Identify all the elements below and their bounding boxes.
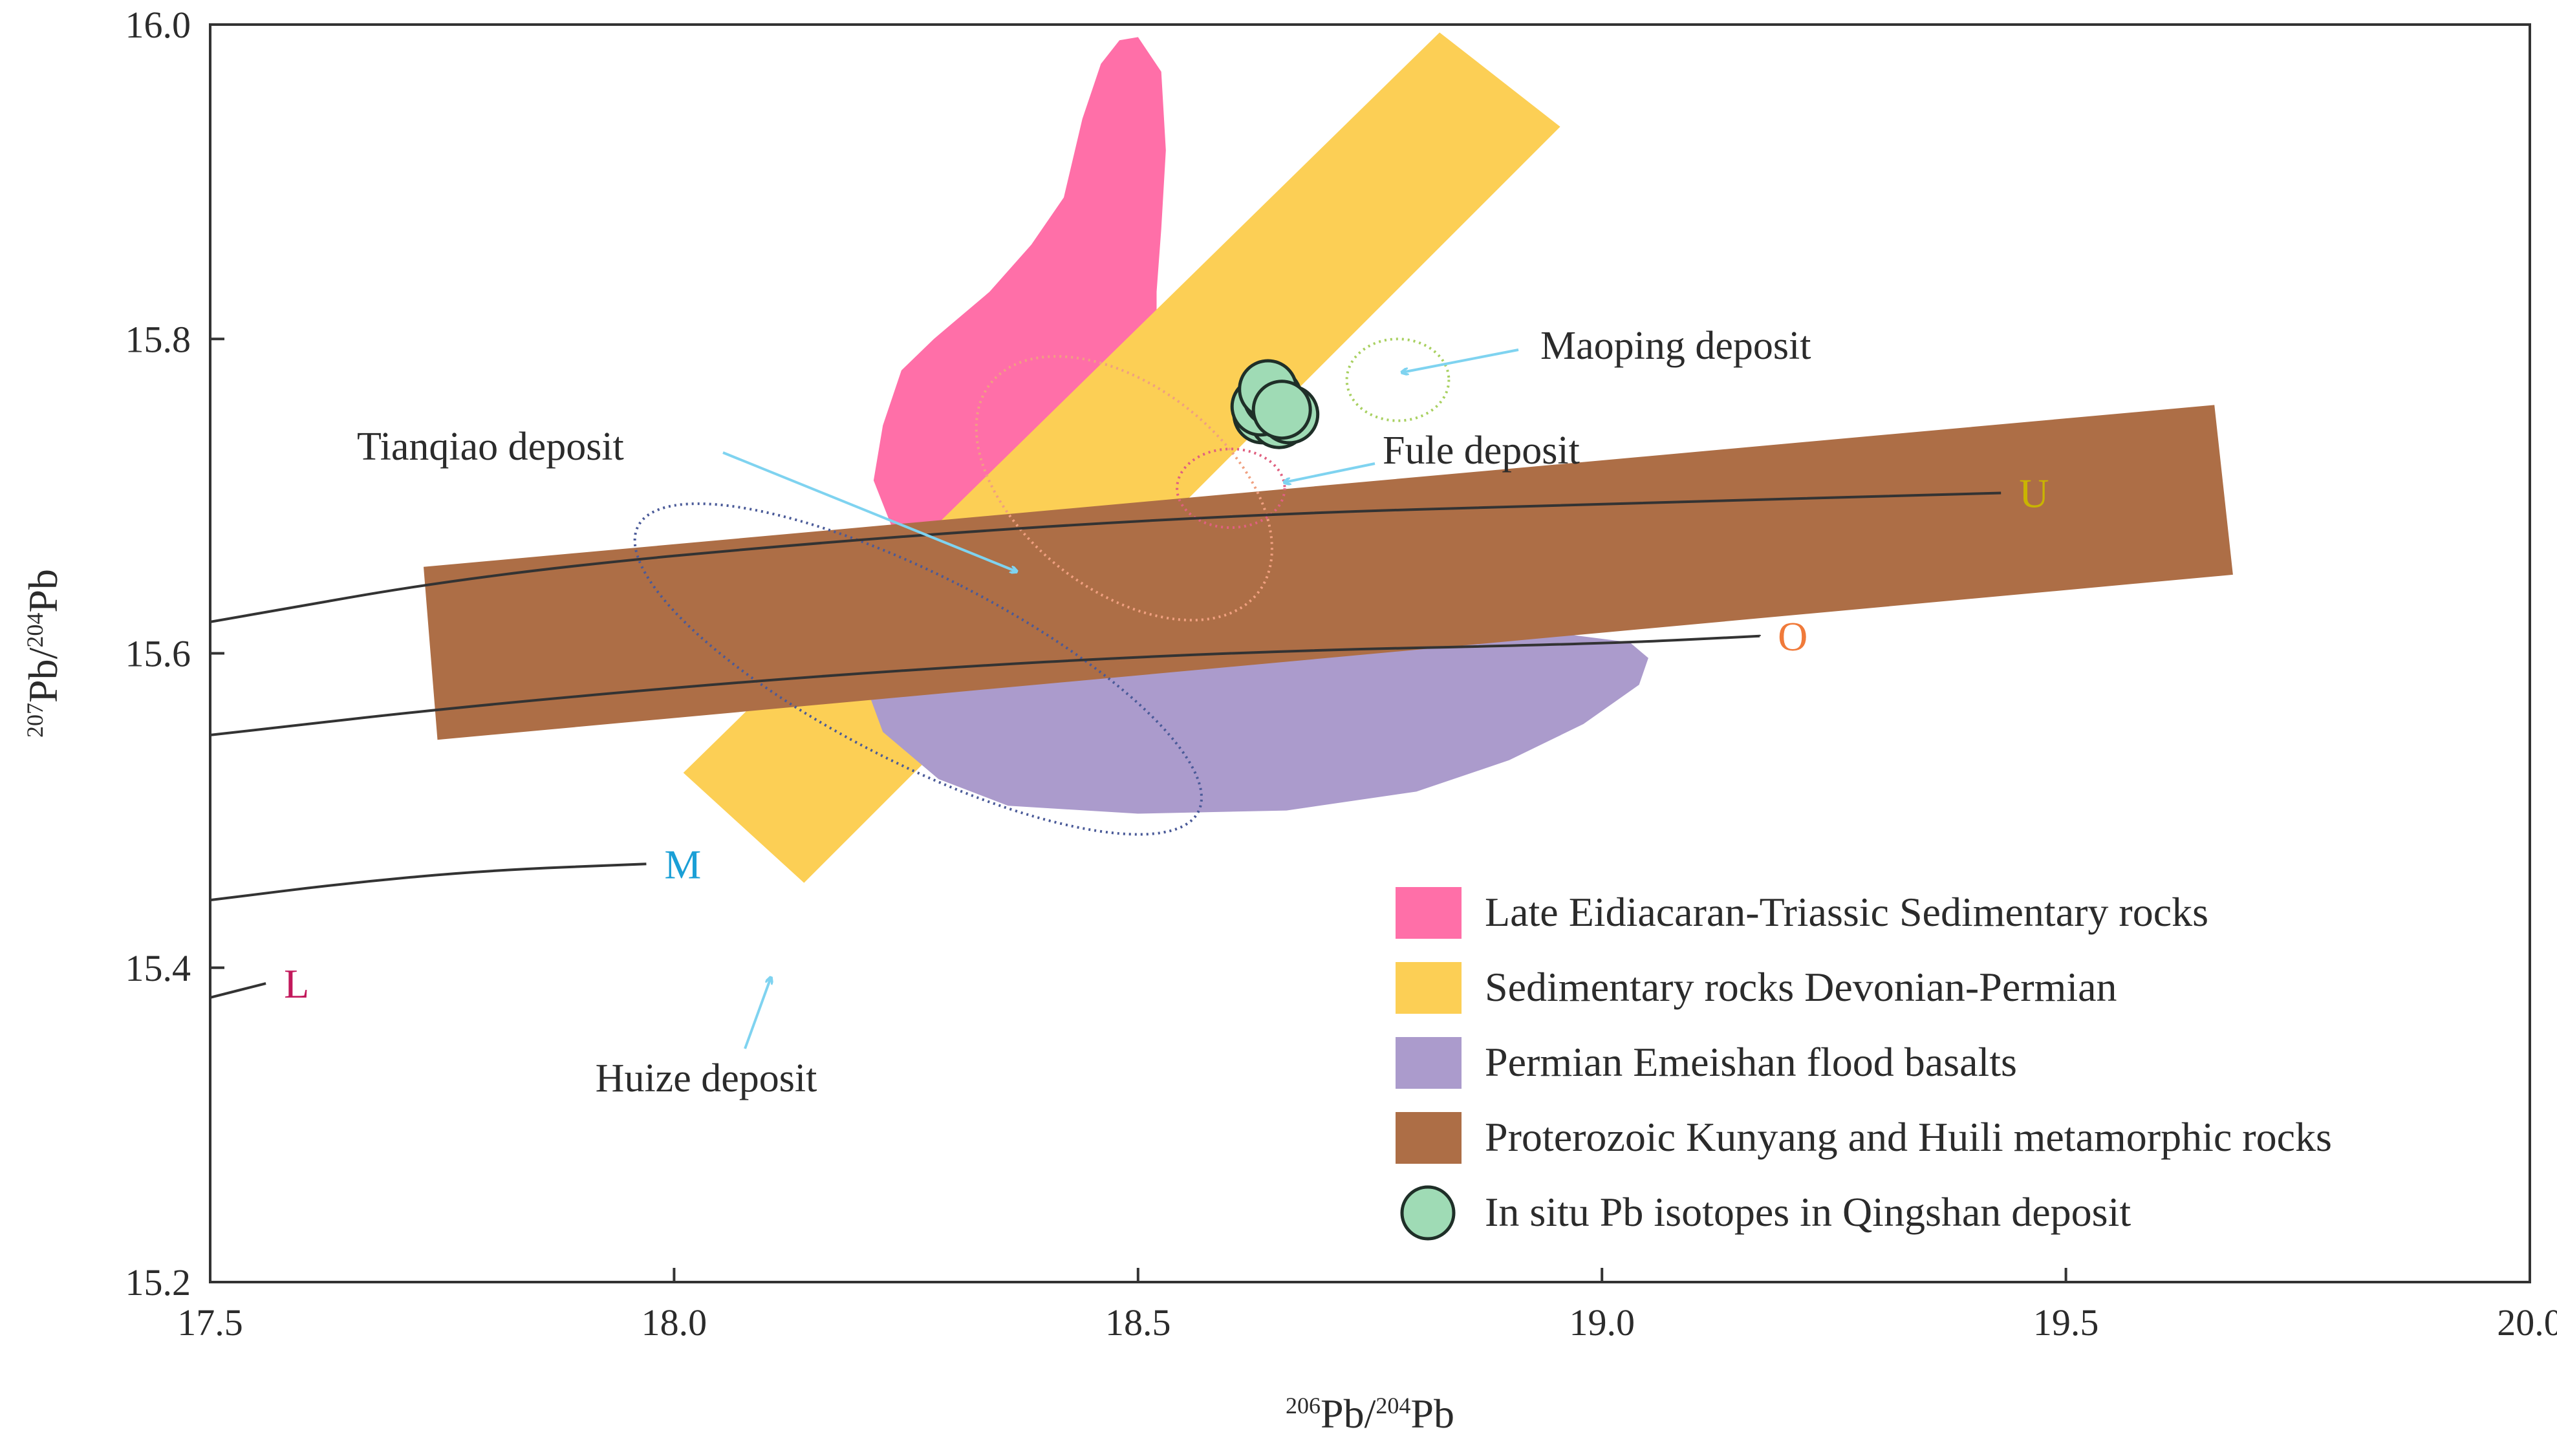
legend-marker-proterozoic-kunyang-and-huili-metamorphic-rocks: [1396, 1112, 1462, 1164]
annotation-fule-deposit: Fule deposit: [1383, 429, 1580, 473]
geologic-fields: [424, 32, 2233, 883]
x-axis-title-base2: Pb: [1410, 1391, 1454, 1437]
annotation-arrow-2: [722, 451, 1017, 572]
curve-labels: U O M L: [284, 471, 2049, 1007]
curve-label-u: U: [2019, 471, 2049, 517]
deposit-outlines: [633, 337, 1451, 836]
field-proterozoic-kunyang-and-huili-metamorphic-rocks: [424, 405, 2233, 740]
curve-o: [210, 634, 1762, 736]
annotation-huize-deposit: Huize deposit: [596, 1056, 817, 1100]
y-tick-label: 15.8: [125, 318, 191, 360]
outline-huize-deposit: [633, 502, 1203, 836]
curve-label-m: M: [664, 841, 701, 887]
legend-label-in-situ-pb-isotopes-in-qingshan-deposit: In situ Pb isotopes in Qingshan deposit: [1485, 1189, 2131, 1235]
legend-label-permian-emeishan-flood-basalts: Permian Emeishan flood basalts: [1485, 1039, 2017, 1085]
x-axis-title-sup2: 204: [1376, 1393, 1410, 1419]
data-point-8: [1251, 380, 1312, 440]
legend: Late Eidiacaran-Triassic Sedimentary roc…: [1396, 887, 2332, 1241]
y-axis-title-base2: Pb: [20, 569, 66, 613]
annotation-arrow-1: [1402, 348, 1519, 372]
x-tick-label: 20.0: [2497, 1301, 2557, 1344]
y-axis-title-sup1: 207: [22, 703, 48, 738]
annotation-arrow-4: [744, 978, 771, 1049]
x-axis-title-base1: Pb/: [1321, 1391, 1376, 1437]
legend-marker-in-situ-pb-isotopes-in-qingshan-deposit: [1400, 1185, 1456, 1241]
legend-label-sedimentary-rocks-devonian-permian: Sedimentary rocks Devonian-Permian: [1485, 964, 2117, 1010]
axes: 17.5 18.0 18.5 19.0 19.5 20.0 15.2 15.4 15.6 15.8…: [20, 4, 2557, 1437]
x-tick-label: 18.5: [1105, 1301, 1171, 1344]
outline-maoping-deposit: [1345, 337, 1451, 422]
y-tick-label: 15.4: [125, 947, 191, 989]
x-tick-label: 19.0: [1569, 1301, 1635, 1344]
y-axis-title: 207Pb/204Pb: [20, 569, 66, 738]
y-tick-label: 15.6: [125, 633, 191, 675]
y-axis-title-sup2: 204: [22, 613, 48, 648]
y-tick-label: 16.0: [125, 4, 191, 46]
y-tick-label: 15.2: [125, 1261, 191, 1303]
x-axis-title: 206Pb/204Pb: [1286, 1391, 1454, 1437]
plot-area: [210, 32, 2233, 999]
x-axis-title-sup1: 206: [1286, 1393, 1321, 1419]
y-axis-title-base1: Pb/: [20, 647, 66, 703]
curve-l: [210, 982, 266, 999]
annotations: Maoping deposit Tianqiao deposit Fule depo…: [357, 324, 1811, 1100]
curve-label-l: L: [284, 961, 309, 1007]
x-tick-label: 18.0: [642, 1301, 707, 1344]
curve-u: [210, 491, 2001, 623]
annotation-maoping-deposit: Maoping deposit: [1540, 324, 1811, 368]
evolution-curves: [210, 491, 2001, 999]
annotation-arrow-3: [1284, 462, 1376, 482]
outline-tianqiao-deposit: [975, 355, 1273, 622]
qingshan-points: [1230, 359, 1320, 449]
x-tick-label: 17.5: [177, 1301, 243, 1344]
curve-m: [210, 862, 648, 902]
x-tick-label: 19.5: [2033, 1301, 2099, 1344]
curve-label-o: O: [1778, 614, 1807, 659]
legend-marker-late-eidiacaran-triassic-sedimentary-rocks: [1396, 887, 1462, 939]
outline-fule-deposit: [1176, 447, 1286, 530]
legend-marker-permian-emeishan-flood-basalts: [1396, 1037, 1462, 1089]
legend-label-proterozoic-kunyang-and-huili-metamorphic-rocks: Proterozoic Kunyang and Huili metamorphi…: [1485, 1114, 2332, 1160]
legend-label-late-eidiacaran-triassic-sedimentary-rocks: Late Eidiacaran-Triassic Sedimentary roc…: [1485, 889, 2208, 935]
annotation-tianqiao-deposit: Tianqiao deposit: [357, 425, 624, 469]
legend-marker-sedimentary-rocks-devonian-permian: [1396, 962, 1462, 1014]
